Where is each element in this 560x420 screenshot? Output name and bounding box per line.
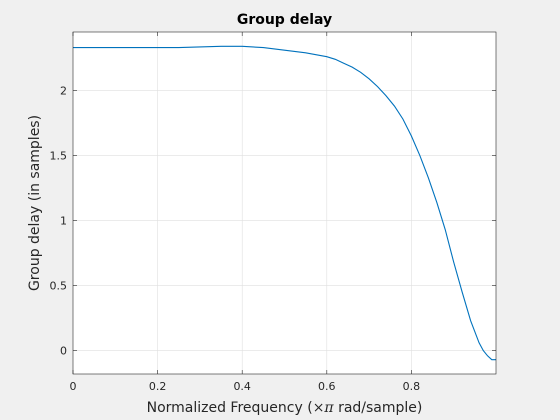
y-tick-label: 1.5: [50, 150, 68, 163]
x-axis-label-suffix: rad/sample): [334, 400, 423, 416]
y-tick-label: 1: [60, 215, 67, 228]
ticks: 0 0.2 0.4 0.6 0.8 0 0.5 1 1.5 2: [50, 32, 496, 393]
x-tick-label: 0.4: [233, 380, 251, 393]
x-axis-label: Normalized Frequency (×π rad/sample): [147, 400, 423, 416]
x-axis-label-prefix: Normalized Frequency (: [147, 400, 313, 416]
axes-background: [73, 32, 496, 374]
x-tick-label: 0: [70, 380, 77, 393]
x-tick-label: 0.2: [149, 380, 167, 393]
y-axis-label: Group delay (in samples): [27, 115, 43, 291]
x-tick-label: 0.6: [318, 380, 336, 393]
x-axis-label-symbol: ×π: [313, 400, 335, 416]
chart-title: Group delay: [237, 12, 332, 28]
grid: [73, 32, 496, 374]
x-tick-label: 0.8: [403, 380, 421, 393]
y-tick-label: 0.5: [50, 280, 68, 293]
y-tick-label: 2: [60, 85, 67, 98]
axes-box: [72, 31, 497, 375]
series-line: [73, 45, 496, 361]
y-tick-label: 0: [60, 345, 67, 358]
